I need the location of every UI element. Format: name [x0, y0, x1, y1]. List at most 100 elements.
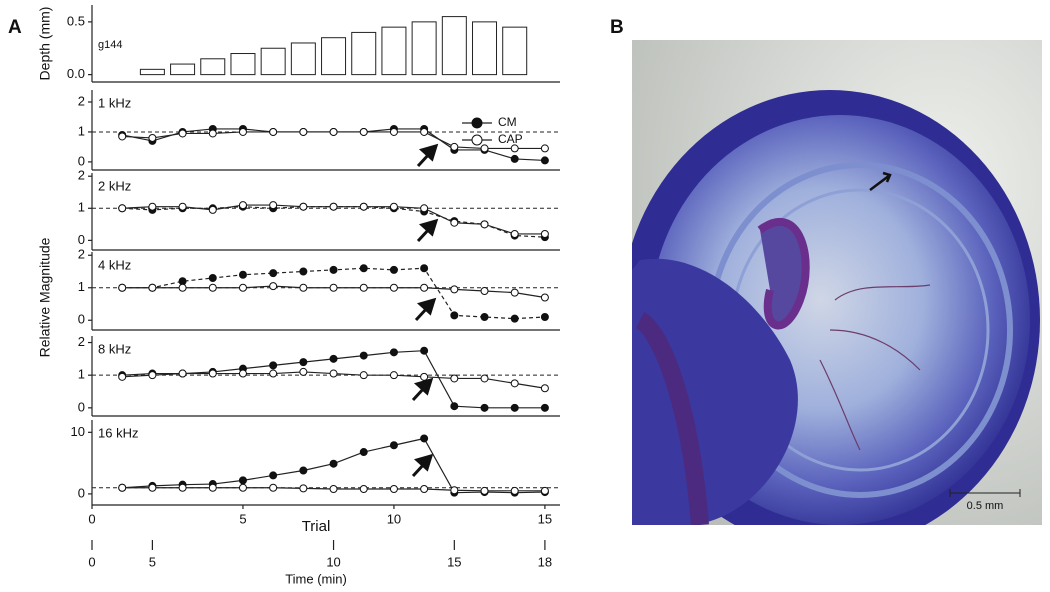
marker [118, 283, 127, 292]
legend-marker [471, 117, 483, 129]
micrograph [632, 40, 1042, 525]
x-tick-label: 5 [239, 511, 246, 526]
marker [178, 277, 187, 286]
marker [420, 372, 429, 381]
marker [269, 282, 278, 291]
y-tick-label: 2 [78, 334, 85, 349]
marker [359, 371, 368, 380]
panel-label: 2 kHz [98, 178, 131, 193]
marker [178, 129, 187, 138]
marker [178, 202, 187, 211]
marker [510, 314, 519, 323]
marker [329, 283, 338, 292]
marker [299, 202, 308, 211]
marker [118, 483, 127, 492]
marker [420, 484, 429, 493]
x2-tick-label: 5 [149, 554, 156, 569]
marker [480, 374, 489, 383]
marker [208, 369, 217, 378]
marker [389, 484, 398, 493]
marker [510, 486, 519, 495]
marker [299, 367, 308, 376]
marker [178, 283, 187, 292]
marker [480, 287, 489, 295]
y-tick-label: 1 [78, 200, 85, 215]
marker [238, 270, 247, 279]
scale-bar-label: 0.5 mm [967, 500, 1004, 512]
marker [389, 441, 398, 450]
marker [178, 483, 187, 492]
marker [238, 283, 247, 292]
x2-tick-label: 0 [88, 554, 95, 569]
marker [299, 358, 308, 367]
marker [148, 371, 157, 380]
y-tick-label: 0 [78, 232, 85, 247]
arrows [411, 143, 439, 478]
marker [359, 448, 368, 457]
scale-bar: 0.5 mm [949, 489, 1021, 512]
marker [510, 154, 519, 163]
bar [381, 26, 407, 76]
marker [480, 403, 489, 412]
marker [269, 483, 278, 492]
marker [510, 144, 519, 153]
panel-label: 4 kHz [98, 257, 131, 272]
y-axis-title: Relative Magnitude [37, 237, 53, 357]
y-tick-label: 1 [78, 123, 85, 138]
y-tick-label: 2 [78, 247, 85, 262]
marker [480, 220, 489, 229]
marker [510, 229, 519, 238]
marker [359, 127, 368, 136]
bar [290, 42, 316, 76]
marker [118, 132, 127, 141]
bar [441, 16, 467, 76]
marker [480, 313, 489, 321]
marker [148, 133, 157, 142]
marker [480, 144, 489, 153]
y-tick-label: 10 [71, 424, 85, 439]
marker [420, 346, 429, 355]
marker [389, 202, 398, 211]
marker [148, 283, 157, 292]
x2-tick-label: 15 [447, 554, 461, 569]
bar [170, 63, 196, 76]
bar [351, 31, 377, 76]
legend-marker [471, 134, 483, 146]
marker [329, 484, 338, 493]
bar [502, 26, 528, 76]
y-tick-label: 0.0 [67, 66, 85, 81]
marker [359, 351, 368, 360]
marker [450, 311, 459, 320]
bar [139, 68, 165, 76]
marker [540, 486, 549, 495]
marker [269, 269, 278, 278]
marker [359, 202, 368, 211]
marker [540, 293, 549, 302]
marker [420, 264, 429, 273]
x2-axis-title: Time (min) [285, 571, 347, 586]
marker [540, 229, 549, 238]
panel-label: 16 kHz [98, 425, 138, 440]
panel-label: 1 kHz [98, 95, 131, 110]
panel-letter: A [8, 17, 22, 38]
annotation: g144 [98, 39, 122, 51]
marker [329, 202, 338, 211]
bar [321, 37, 347, 76]
y-tick-label: 1 [78, 367, 85, 382]
marker [238, 476, 247, 485]
marker [420, 283, 429, 292]
marker [238, 369, 247, 378]
legend-label: CAP [498, 132, 523, 146]
x-tick-label: 15 [538, 511, 552, 526]
y-tick-label: 0 [78, 485, 85, 500]
marker [420, 127, 429, 136]
marker [420, 434, 429, 443]
marker [359, 283, 368, 292]
marker [420, 204, 429, 213]
marker [329, 265, 338, 274]
marker [480, 486, 489, 495]
marker [389, 265, 398, 274]
marker [178, 369, 187, 378]
marker [118, 204, 127, 213]
marker [389, 127, 398, 136]
